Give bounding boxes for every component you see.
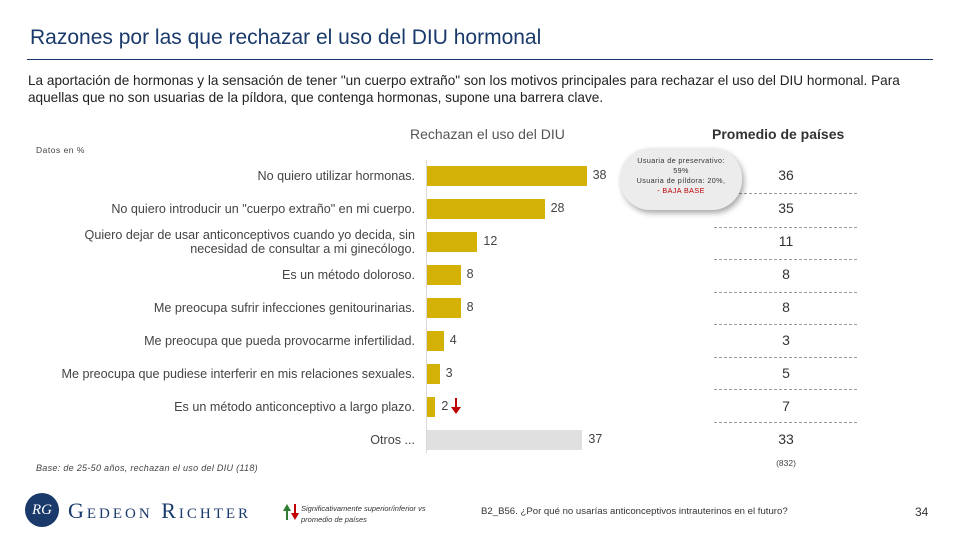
page-number: 34 [915,505,929,519]
callout-line-4: - BAJA BASE [657,186,705,195]
comparison-divider [714,357,857,358]
significance-down-arrow-icon [451,398,461,414]
category-label: Es un método doloroso. [281,267,415,282]
question-footnote: B2_B56. ¿Por qué no usarías anticoncepti… [481,506,788,517]
callout-line-2: 59% [673,166,689,175]
category-label: Es un método anticonceptivo a largo plaz… [174,399,415,414]
bar [427,364,440,384]
comparison-base-n: (832) [776,458,796,468]
company-logo-text: Gedeon Richter [68,498,252,523]
bar [427,265,461,285]
comparison-divider [714,422,857,423]
callout-line-3: Usuaria de píldora: 20%, [636,176,726,185]
category-label: Me preocupa que pudiese interferir en mi… [61,366,415,381]
comparison-value: 7 [782,398,790,414]
comparison-divider [714,324,857,325]
bar-value-label: 28 [550,201,565,215]
bar [427,166,587,186]
bar [427,331,444,351]
bar [427,397,436,417]
bar-value-label: 3 [445,366,453,380]
units-label: Datos en % [36,145,85,155]
comparison-value: 35 [778,200,794,216]
bar-value-label: 4 [449,333,457,347]
bar-value-label: 8 [466,300,474,314]
callout-line-1: Usuaria de preservativo: [637,156,725,165]
category-label: No quiero introducir un "cuerpo extraño"… [111,201,415,216]
category-label: Me preocupa que pueda provocarme inferti… [144,333,415,348]
bar [427,232,478,252]
significance-legend-text: Significativamente superior/inferior vs … [301,504,426,524]
comparison-divider [714,227,857,228]
category-label: Otros ... [370,432,415,447]
category-label: Quiero dejar de usar anticonceptivos cua… [84,227,415,257]
bar-value-label: 38 [592,168,607,182]
comparison-divider [714,292,857,293]
comparison-value: 33 [778,431,794,447]
category-label: Me preocupa sufrir infecciones genitouri… [153,300,415,315]
comparison-value: 8 [782,299,790,315]
callout-bubble: Usuaria de preservativo: 59% Usuaria de … [620,148,742,210]
significance-legend-icon [283,504,299,520]
comparison-value: 11 [778,233,794,249]
bar [427,430,583,450]
comparison-divider [714,389,857,390]
category-label: No quiero utilizar hormonas. [257,168,416,183]
bar [427,298,461,318]
bar [427,199,545,219]
page-title: Razones por las que rechazar el uso del … [30,26,542,49]
comparison-title: Promedio de países [712,126,845,142]
comparison-divider [714,193,857,194]
comparison-divider [714,259,857,260]
comparison-value: 3 [782,332,790,348]
company-logo-mark: RG [25,493,59,527]
comparison-value: 36 [778,167,794,183]
page-subtitle: La aportación de hormonas y la sensación… [28,73,900,105]
comparison-value: 8 [782,266,790,282]
bar-value-label: 8 [466,267,474,281]
comparison-value: 5 [782,365,790,381]
chart-axis-line [426,160,427,453]
chart-title: Rechazan el uso del DIU [410,126,565,142]
bar-value-label: 2 [441,399,449,413]
base-note: Base: de 25-50 años, rechazan el uso del… [36,463,258,473]
bar-value-label: 37 [588,432,603,446]
bar-value-label: 12 [483,234,498,248]
title-divider [27,59,933,60]
